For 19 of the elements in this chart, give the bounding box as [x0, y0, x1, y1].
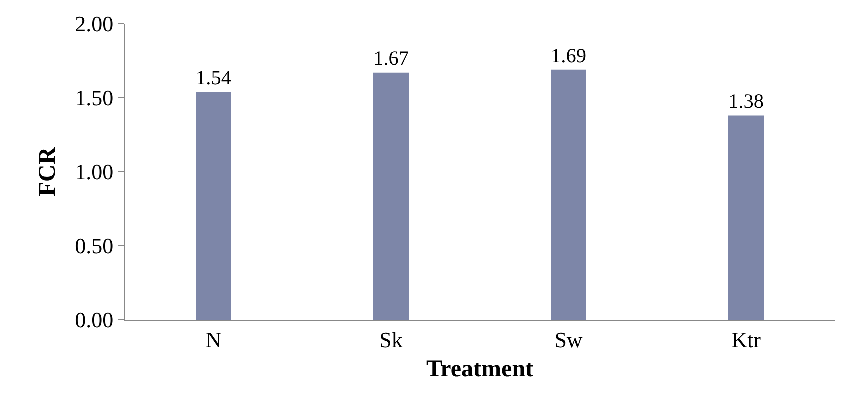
y-tick-label: 0.50 [75, 234, 114, 259]
x-tick-label: Sw [554, 327, 583, 352]
data-label: 1.69 [551, 45, 586, 68]
data-label: 1.54 [196, 67, 232, 90]
bar [196, 92, 232, 320]
x-tick-label: Sk [380, 327, 403, 352]
x-axis-title: Treatment [426, 356, 534, 383]
y-tick-label: 2.00 [75, 12, 114, 37]
x-tick-label: N [206, 327, 222, 352]
bar [551, 70, 586, 320]
y-axis-title: FCR [35, 146, 62, 197]
y-tick-label: 1.50 [75, 86, 114, 111]
y-tick-label: 1.00 [75, 160, 114, 185]
bar [728, 116, 764, 320]
bar [374, 72, 409, 320]
x-tick-label: Ktr [732, 327, 762, 352]
data-label: 1.67 [374, 48, 409, 70]
y-tick-label: 0.00 [75, 308, 114, 333]
data-label: 1.38 [728, 91, 764, 114]
